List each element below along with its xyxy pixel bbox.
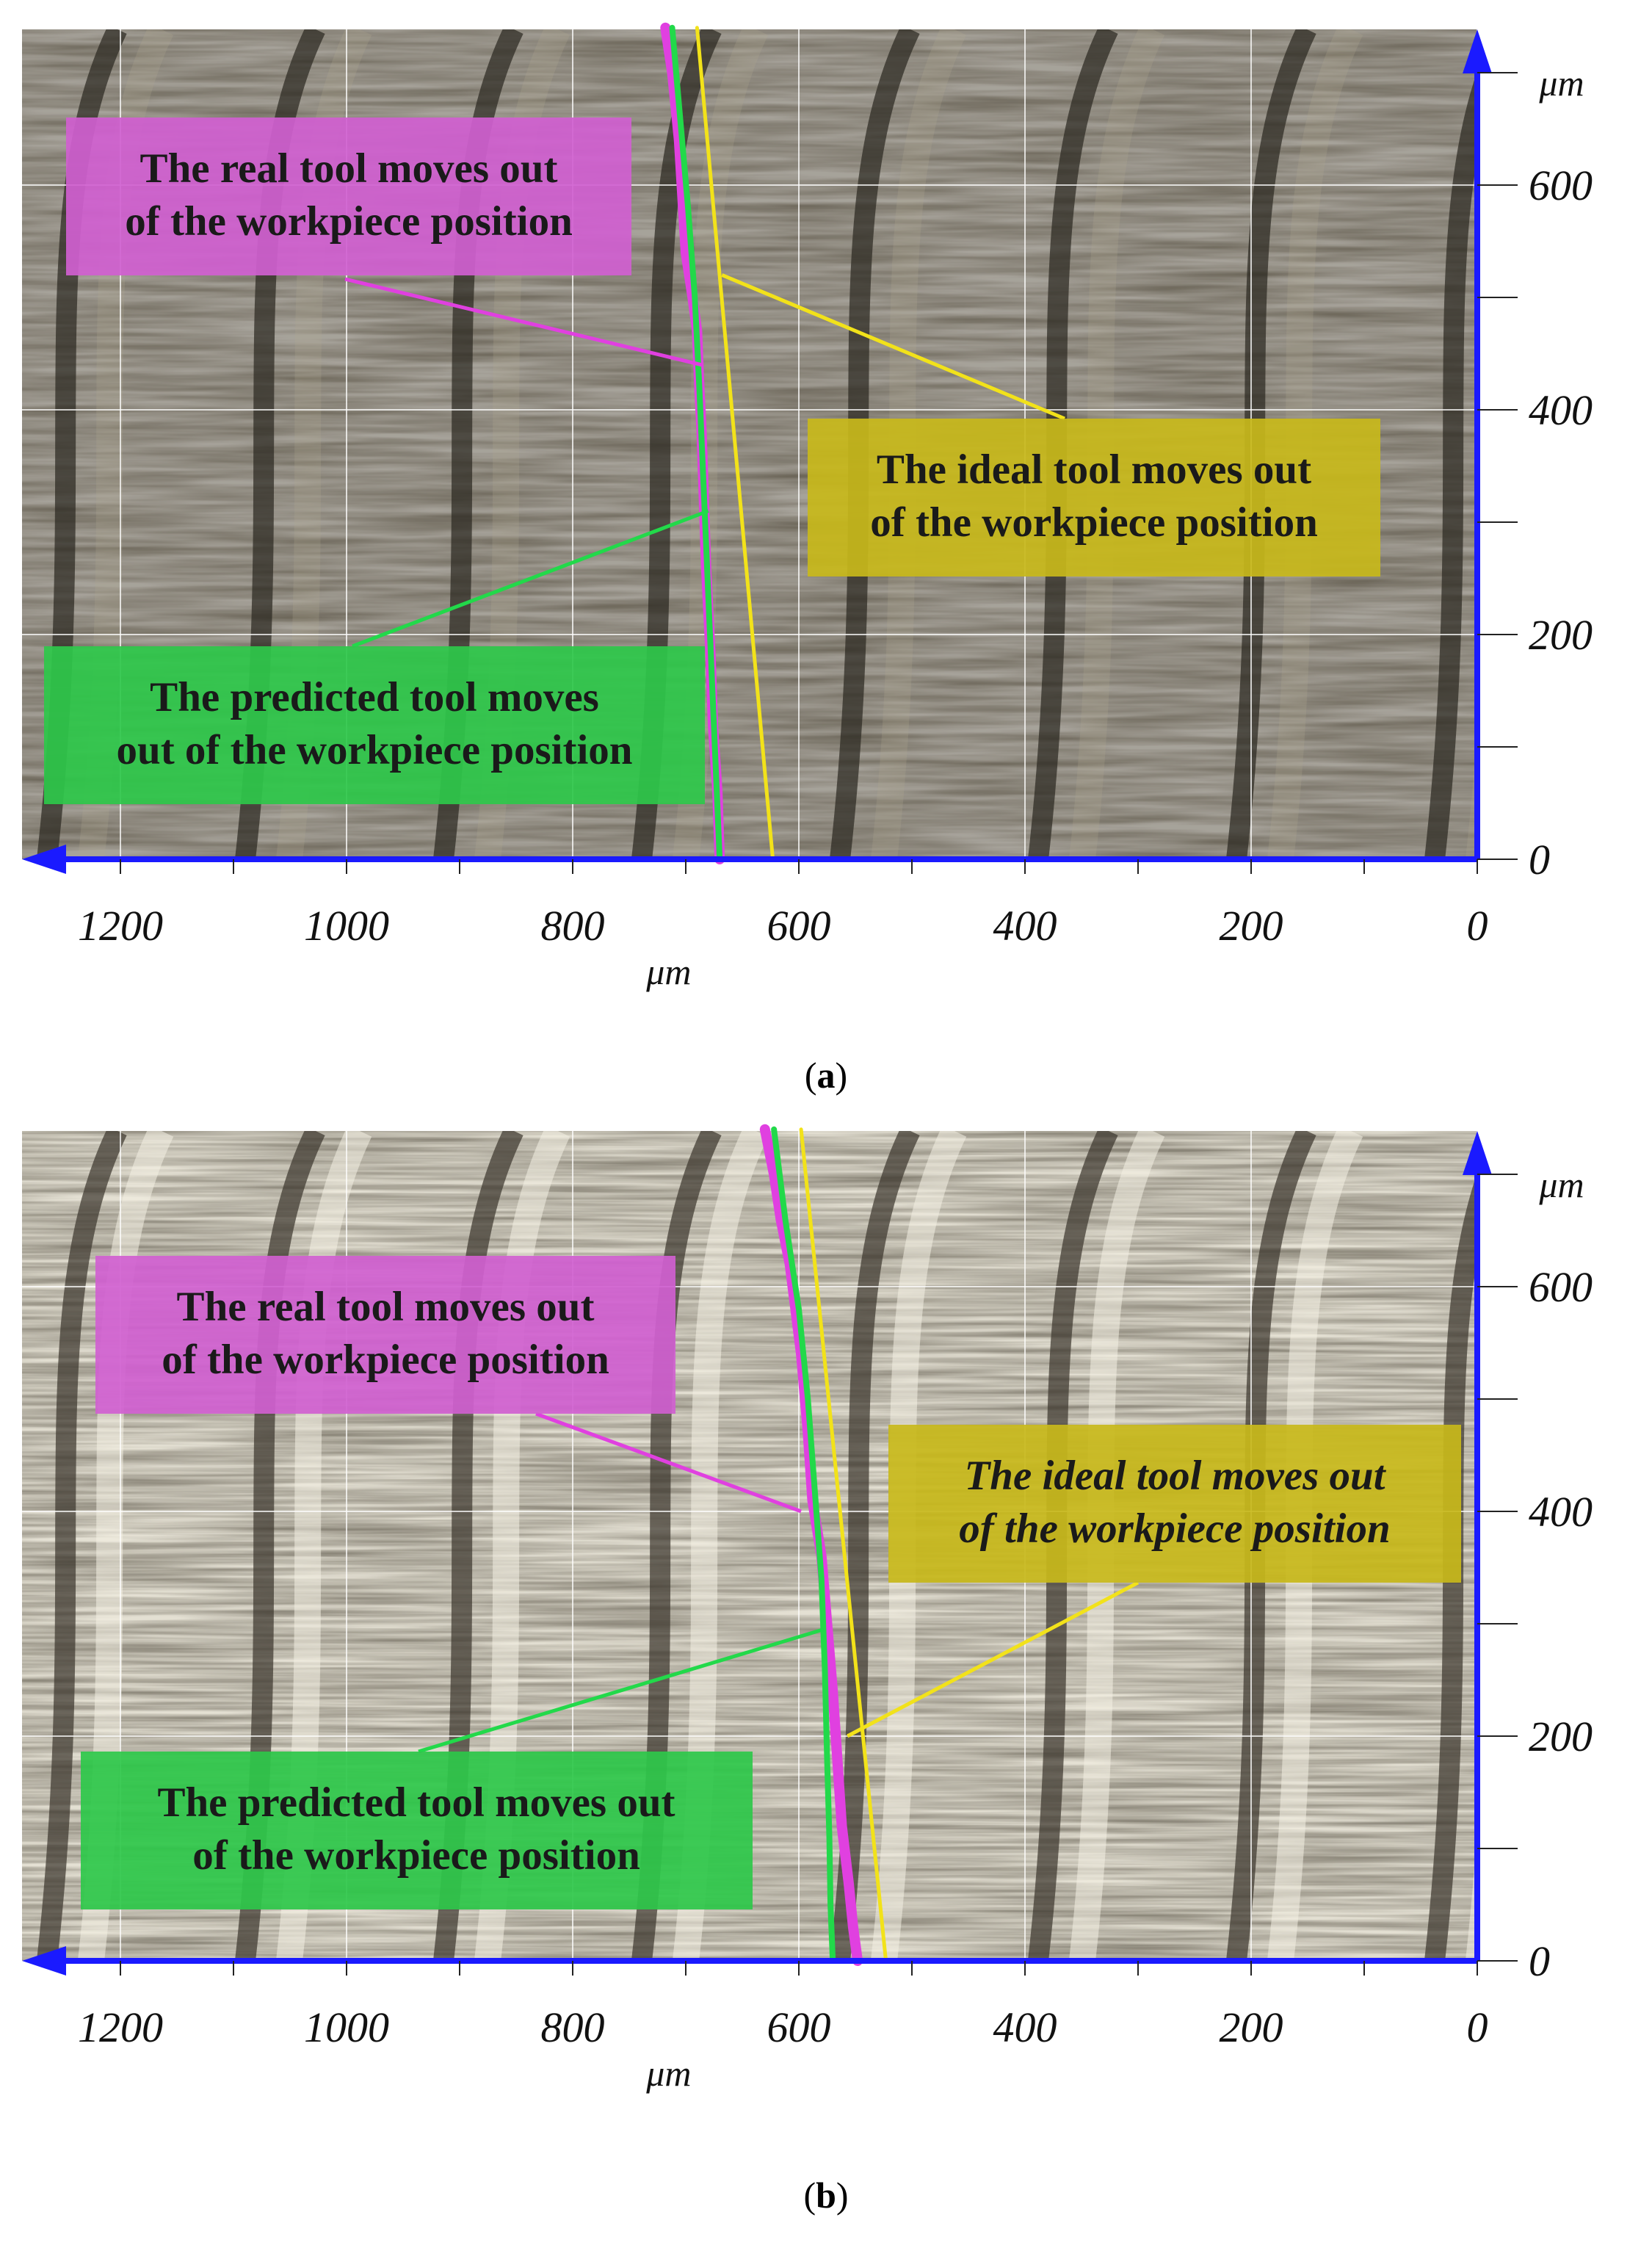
y-axis-arrow	[1463, 1131, 1492, 1175]
x-axis-unit: μm	[645, 2053, 691, 2094]
y-axis-unit: μm	[1538, 62, 1584, 104]
chart-panel-b: 1200 1000 800 600 400 200 0 μm 600 400 200 0 μm The r…	[22, 1124, 1593, 2094]
ideal-tool-annotation: The ideal tool moves out of the workpiece…	[847, 1425, 1461, 1738]
real-label-line: The real tool moves out	[140, 145, 558, 192]
real-tool-annotation: The real tool moves out of the workpiece …	[66, 118, 703, 367]
predicted-label-line: The predicted tool moves out	[157, 1779, 675, 1826]
x-tick-label: 400	[993, 2003, 1057, 2051]
predicted-label-line: out of the workpiece position	[117, 727, 633, 773]
ideal-label-line: The ideal tool moves out	[964, 1453, 1386, 1499]
predicted-leader-line	[352, 509, 709, 648]
predicted-leader-line	[418, 1627, 825, 1754]
x-ticks: 1200 1000 800 600 400 200 0	[78, 1961, 1488, 2051]
ideal-label-box	[808, 419, 1380, 577]
x-tick-label: 1000	[304, 2003, 389, 2051]
real-label-box	[95, 1256, 675, 1414]
predicted-tool-line	[771, 1126, 836, 1964]
y-tick-label: 0	[1529, 1937, 1550, 1985]
real-leader-line	[344, 277, 703, 367]
predicted-label-box	[44, 646, 705, 804]
x-axis-arrow	[22, 845, 66, 874]
axes	[22, 1131, 1492, 1976]
y-tick-label: 600	[1529, 1263, 1593, 1311]
real-label-line: of the workpiece position	[162, 1337, 609, 1383]
x-tick-label: 1200	[78, 2003, 163, 2051]
y-tick-label: 0	[1529, 836, 1550, 883]
surface-ridge	[1028, 29, 1118, 859]
ideal-label-line: The ideal tool moves out	[877, 447, 1311, 493]
ideal-label-line: of the workpiece position	[959, 1506, 1390, 1552]
ideal-label-line: of the workpiece position	[870, 499, 1318, 546]
x-ticks: 1200 1000 800 600 400 200 0	[78, 859, 1488, 950]
caption-a: (a)	[804, 1055, 848, 1096]
surface-ridge	[830, 1131, 920, 1961]
predicted-label-line: of the workpiece position	[192, 1832, 640, 1879]
y-tick-label: 600	[1529, 162, 1593, 209]
y-ticks: 600 400 200 0	[1477, 1174, 1593, 1985]
ideal-tool-line	[799, 1127, 888, 1963]
surface-highlight	[871, 29, 967, 859]
ideal-label-box	[888, 1425, 1461, 1583]
surface-highlight	[1069, 29, 1165, 859]
real-tool-annotation: The real tool moves out of the workpiece …	[95, 1256, 802, 1514]
x-axis-unit: μm	[645, 951, 691, 992]
y-axis-unit: μm	[1538, 1164, 1584, 1205]
x-tick-label: 600	[767, 902, 831, 950]
chart-panel-a: 1200 1000 800 600 400 200 0 μm 600 400 200 0 μm The r…	[22, 22, 1593, 992]
ideal-tool-annotation: The ideal tool moves out of the workpiece…	[721, 273, 1380, 577]
predicted-tool-annotation: The predicted tool moves out of the workp…	[44, 509, 709, 804]
predicted-tool-annotation: The predicted tool moves out of the workp…	[81, 1627, 825, 1909]
real-label-line: The real tool moves out	[177, 1284, 595, 1330]
predicted-tool-line	[669, 24, 723, 862]
x-tick-label: 200	[1220, 902, 1283, 950]
x-tick-label: 800	[541, 2003, 605, 2051]
predicted-label-line: The predicted tool moves	[150, 674, 599, 720]
caption-b: (b)	[803, 2175, 849, 2216]
x-tick-label: 200	[1220, 2003, 1283, 2051]
y-tick-label: 200	[1529, 1713, 1593, 1760]
surface-ridge	[37, 1131, 127, 1961]
real-leader-line	[535, 1412, 802, 1514]
x-axis-arrow	[22, 1946, 66, 1976]
surface-highlight	[1466, 1825, 1477, 1961]
real-label-box	[66, 118, 631, 275]
x-tick-label: 600	[767, 2003, 831, 2051]
x-tick-label: 1000	[304, 902, 389, 950]
surface-ridge	[1226, 29, 1316, 859]
surface-highlight	[1267, 29, 1363, 859]
y-ticks: 600 400 200 0	[1477, 72, 1593, 883]
axes	[22, 29, 1492, 874]
surface-ridge	[830, 29, 920, 859]
x-tick-label: 0	[1467, 902, 1488, 950]
y-axis-arrow	[1463, 29, 1492, 73]
y-tick-label: 400	[1529, 386, 1593, 434]
ideal-tool-line	[695, 26, 775, 861]
figure-panel-a: 1200 1000 800 600 400 200 0 μm 600 400 200 0 μm The r…	[0, 0, 1652, 1102]
figure-panel-b: 1200 1000 800 600 400 200 0 μm 600 400 200 0 μm The r…	[0, 1102, 1652, 2203]
y-tick-label: 200	[1529, 611, 1593, 659]
x-tick-label: 1200	[78, 902, 163, 950]
ideal-leader-line	[721, 273, 1065, 421]
real-label-line: of the workpiece position	[125, 198, 573, 245]
surface-highlight	[1466, 723, 1477, 859]
x-tick-label: 400	[993, 902, 1057, 950]
x-tick-label: 800	[541, 902, 605, 950]
ideal-leader-line	[847, 1580, 1140, 1738]
x-tick-label: 0	[1467, 2003, 1488, 2051]
predicted-label-box	[81, 1752, 753, 1909]
y-tick-label: 400	[1529, 1488, 1593, 1536]
